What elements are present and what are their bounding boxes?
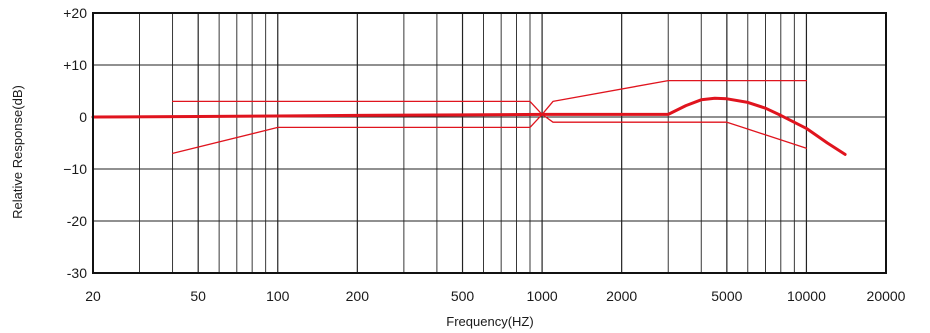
x-tick-label: 10000	[787, 288, 826, 304]
series-response	[91, 96, 847, 156]
series-tolerance-upper	[171, 79, 808, 116]
y-tick-label: +10	[63, 57, 87, 73]
series-layer	[91, 79, 847, 156]
y-tick-label: +20	[63, 5, 87, 21]
y-tick-label: -30	[67, 265, 87, 281]
x-tick-label: 200	[346, 288, 370, 304]
plot-frame	[92, 12, 887, 274]
y-axis-title: Relative Response(dB)	[10, 85, 25, 219]
x-tick-label: 50	[190, 288, 206, 304]
x-axis-title: Frequency(HZ)	[446, 314, 533, 329]
x-tick-label: 2000	[606, 288, 637, 304]
series-tolerance-lower	[171, 113, 808, 155]
x-tick-labels: 20 50 100 200 500 1000 2000 5000 10000 20000	[85, 288, 905, 304]
y-tick-label: 0	[79, 109, 87, 125]
x-tick-label: 500	[451, 288, 475, 304]
x-tick-label: 100	[266, 288, 290, 304]
y-tick-label: −10	[63, 161, 87, 177]
x-tick-label: 20	[85, 288, 101, 304]
x-tick-label: 1000	[527, 288, 558, 304]
grid	[92, 12, 887, 274]
x-tick-label: 20000	[867, 288, 906, 304]
x-tick-label: 5000	[711, 288, 742, 304]
y-tick-label: -20	[67, 213, 87, 229]
y-tick-labels: +20 +10 0 −10 -20 -30	[63, 5, 87, 281]
